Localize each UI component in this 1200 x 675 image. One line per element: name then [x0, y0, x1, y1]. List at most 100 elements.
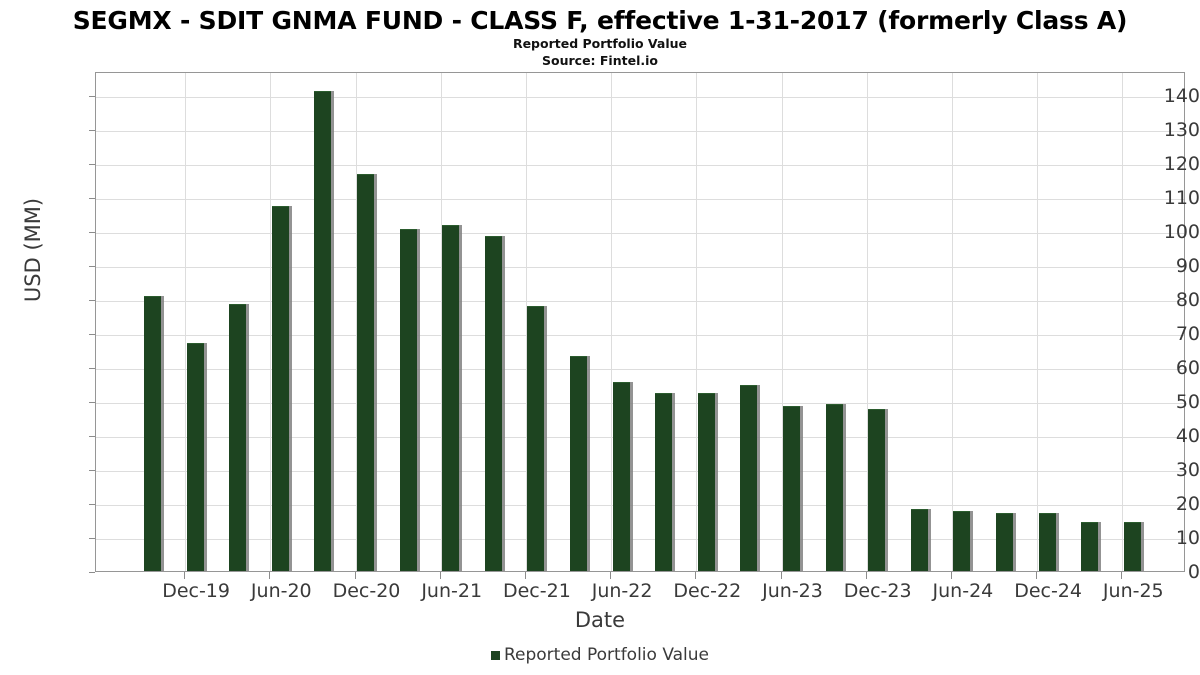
x-axis-tick-mark [1121, 572, 1123, 579]
y-axis-tick-mark [89, 469, 95, 471]
y-axis-tick-label: 60 [1175, 356, 1200, 379]
bar[interactable] [229, 304, 247, 571]
x-axis-tick-mark [184, 572, 186, 579]
chart-title: SEGMX - SDIT GNMA FUND - CLASS F, effect… [72, 6, 1128, 35]
y-axis-tick-label: 100 [1163, 220, 1200, 243]
y-axis-tick-label: 70 [1175, 322, 1200, 345]
x-axis-tick-mark [865, 572, 867, 579]
bar[interactable] [271, 206, 289, 571]
y-axis-tick-label: 130 [1163, 118, 1200, 141]
bar[interactable] [484, 235, 502, 571]
y-axis-tick-mark [89, 572, 95, 573]
y-axis-tick-label: 140 [1163, 84, 1200, 107]
gridline [96, 232, 1184, 234]
gridline [96, 266, 1184, 268]
bar[interactable] [910, 509, 928, 571]
bar[interactable] [144, 295, 161, 571]
y-axis-tick-mark [89, 333, 95, 335]
gridline [96, 198, 1184, 200]
bar[interactable] [1123, 522, 1141, 571]
y-axis-tick-label: 110 [1163, 186, 1200, 209]
plot-area [95, 72, 1185, 572]
bar[interactable] [1081, 521, 1099, 571]
y-axis-tick-mark [89, 299, 95, 301]
bar[interactable] [655, 393, 673, 571]
vertical-gridline [1037, 73, 1039, 571]
x-axis-tick-label: Dec-20 [332, 580, 401, 602]
y-axis-tick-mark [89, 435, 95, 437]
gridline [96, 130, 1184, 132]
chart-legend: Reported Portfolio Value [0, 645, 1200, 665]
y-axis-title: USD (MM) [21, 197, 45, 303]
x-axis-tick-mark [439, 572, 441, 579]
x-axis-tick-mark [695, 572, 697, 579]
x-axis-title: Date [574, 608, 626, 632]
vertical-gridline [611, 73, 613, 571]
y-axis-tick-mark [89, 197, 95, 199]
y-axis-tick-mark [89, 401, 95, 403]
bar[interactable] [570, 355, 587, 571]
y-axis-tick-label: 90 [1175, 254, 1200, 277]
vertical-gridline [185, 73, 187, 571]
y-axis-tick-mark [89, 367, 95, 369]
vertical-gridline [525, 73, 527, 571]
x-axis-tick-mark [780, 572, 782, 579]
bar[interactable] [527, 305, 545, 571]
x-axis-tick-mark [354, 572, 356, 579]
gridline [96, 96, 1184, 98]
y-axis-tick-label: 0 [1187, 561, 1200, 583]
vertical-gridline [1122, 73, 1124, 571]
gridline [96, 300, 1184, 302]
vertical-gridline [270, 73, 272, 571]
gridline [96, 470, 1184, 472]
y-axis-tick-label: 120 [1163, 152, 1200, 175]
bar[interactable] [186, 343, 204, 571]
bar[interactable] [399, 228, 417, 571]
x-axis-tick-label: Jun-22 [591, 580, 653, 602]
bar[interactable] [996, 513, 1013, 571]
vertical-gridline [696, 73, 698, 571]
chart-subtitle: Reported Portfolio Value [512, 36, 688, 51]
legend-swatch-icon [490, 650, 500, 660]
bar[interactable] [740, 384, 758, 571]
y-axis-tick-label: 20 [1175, 492, 1200, 515]
x-axis-tick-label: Dec-21 [502, 580, 571, 602]
x-axis-tick-mark [1036, 572, 1038, 579]
x-axis-tick-label: Dec-19 [162, 580, 230, 602]
x-axis-tick-mark [610, 572, 612, 579]
x-axis-tick-mark [524, 572, 526, 579]
y-axis-tick-mark [89, 129, 95, 131]
gridline [96, 504, 1184, 506]
bar[interactable] [314, 90, 332, 571]
y-axis-tick-label: 40 [1175, 424, 1200, 447]
x-axis-tick-label: Jun-24 [932, 580, 994, 602]
bar[interactable] [357, 173, 374, 571]
bar[interactable] [868, 409, 886, 571]
gridline [96, 164, 1184, 166]
bar[interactable] [697, 393, 715, 571]
bar[interactable] [442, 224, 460, 571]
y-axis-tick-label: 50 [1175, 390, 1200, 413]
bar[interactable] [1038, 512, 1056, 571]
y-axis-tick-label: 30 [1175, 458, 1200, 481]
x-axis-tick-label: Dec-22 [673, 580, 742, 602]
bar-series [96, 73, 1184, 571]
bar[interactable] [953, 510, 971, 571]
x-axis-tick-mark [269, 572, 271, 579]
gridline [96, 538, 1184, 540]
y-axis-tick-label: 10 [1175, 526, 1200, 549]
x-axis-tick-label: Jun-21 [421, 580, 483, 602]
y-axis-tick-mark [89, 95, 95, 97]
gridline [96, 436, 1184, 438]
gridline [96, 334, 1184, 336]
bar[interactable] [783, 406, 800, 571]
vertical-gridline [951, 73, 953, 571]
x-axis-tick-label: Jun-25 [1102, 580, 1164, 602]
y-axis-tick-mark [89, 537, 95, 539]
vertical-gridline [781, 73, 783, 571]
y-axis-tick-mark [89, 163, 95, 165]
bar[interactable] [612, 381, 630, 571]
gridline [96, 368, 1184, 370]
bar[interactable] [825, 404, 843, 571]
x-axis-tick-label: Dec-23 [843, 580, 912, 602]
